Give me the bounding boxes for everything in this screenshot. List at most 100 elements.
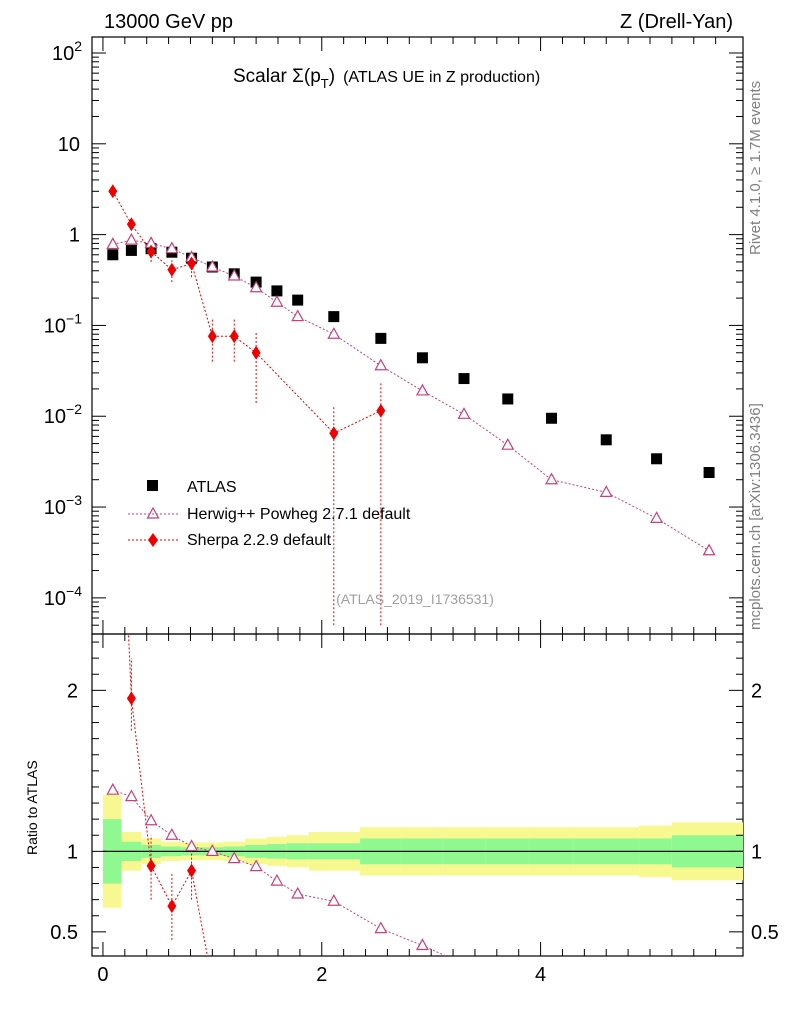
herwig-point [374,358,388,371]
title-main: Scalar [233,66,292,87]
legend-herwig-label: Herwig++ Powheg 2.7.1 default [187,506,411,523]
atlas-point [125,244,137,256]
ratio-y-tick-label-left: 1 [67,841,78,863]
ratio-herwig-point [227,851,241,864]
legend-sherpa-label: Sherpa 2.2.9 default [187,532,332,549]
y-tick-label: 10−4 [44,583,82,610]
atlas-point [546,412,558,424]
y-tick-label: 102 [52,38,82,65]
ratio-herwig-point [459,958,470,968]
ratio-herwig-point [415,938,429,951]
title-sigma: Σ(p [292,66,321,87]
sherpa-point [251,345,261,360]
ratio-axes: 0 2 4 0.5 0.5 1 1 2 2 [50,634,779,986]
herwig-point [415,383,429,396]
legend-atlas-label: ATLAS [187,479,237,496]
ratio-plot-frame [91,633,744,957]
atlas-point [328,311,340,323]
analysis-watermark: (ATLAS_2019_I1736531) [336,591,494,607]
ratio-sherpa-point [146,858,156,873]
x-tick-label: 0 [97,964,108,986]
herwig-point [205,259,219,272]
herwig-point [165,241,179,254]
sherpa-point [167,262,177,277]
herwig-point [702,543,716,556]
y-tick-label: 10−3 [44,492,82,519]
ratio-herwig-point [185,839,199,852]
ratio-herwig-point [291,886,305,899]
atlas-point [292,294,304,306]
x-tick-label: 4 [535,964,546,986]
ratio-herwig-point [270,873,284,886]
sherpa-point [108,184,118,199]
ratio-y-tick-label-right: 0.5 [751,922,779,944]
ratio-herwig-point [374,921,388,934]
x-tick-label: 2 [316,964,327,986]
herwig-point [457,407,471,419]
atlas-point [600,434,612,446]
y-tick-label: 10−1 [44,310,82,337]
y-tick-label: 1 [69,225,80,247]
ratio-y-tick-label-left: 0.5 [50,922,78,944]
ratio-herwig-point [327,894,341,906]
header-left: 13000 GeV pp [104,11,233,33]
ratio-herwig-point [124,789,138,802]
title-close: ) [329,66,335,87]
ratio-sherpa-point [187,863,197,878]
ratio-y-tick-label-right: 1 [751,841,762,863]
ratio-sherpa-point [126,691,136,706]
atlas-point [271,285,283,297]
ratio-herwig-point [106,782,120,795]
sherpa-point [146,244,156,259]
mcplots-label: mcplots.cern.ch [arXiv:1306.3436] [747,403,764,630]
atlas-point [703,467,715,479]
ratio-y-tick-label-left: 2 [67,680,78,702]
ratio-herwig-line [112,789,448,956]
y-tick-label: 10 [58,134,80,156]
sherpa-point [376,403,386,418]
chart-title: Scalar Σ(pT) (ATLAS UE in Z production) [233,66,540,91]
legend: ATLAS Herwig++ Powheg 2.7.1 default Sher… [128,479,411,549]
atlas-point [651,453,663,465]
atlas-point [458,373,470,385]
sherpa-point [329,426,339,441]
sherpa-point [229,329,239,344]
herwig-point [270,294,284,307]
ratio-y-tick-label-right: 2 [751,680,762,702]
atlas-point [416,352,428,364]
header-right: Z (Drell-Yan) [620,11,733,33]
ratio-sherpa-line [127,634,208,956]
legend-atlas-marker [147,480,158,491]
legend-sherpa-marker [148,533,158,547]
atlas-point [375,332,387,344]
herwig-point [650,511,664,523]
sherpa-point [207,329,217,344]
sherpa-point [187,256,197,271]
rivet-label: Rivet 4.1.0, ≥ 1.7M events [747,81,764,255]
herwig-point [249,280,263,293]
herwig-point [599,485,613,497]
legend-herwig-marker [146,506,160,519]
sherpa-line [112,191,382,434]
atlas-point [107,249,119,261]
herwig-point [106,237,120,250]
atlas-point [502,393,514,405]
herwig-point [227,268,241,281]
ratio-herwig-point [165,828,179,840]
herwig-line [112,239,710,552]
ratio-herwig-point [144,813,158,826]
main-axes: 102 10 1 10−1 10−2 10−3 10−4 [44,37,743,635]
ratio-sherpa-point [167,899,177,914]
ratio-herwig-point [205,844,219,856]
herwig-point [545,472,559,485]
series-layer [106,184,716,968]
ratio-ylabel: Ratio to ATLAS [24,760,40,855]
y-tick-label: 10−2 [44,401,82,428]
ratio-herwig-point [249,859,263,872]
herwig-point [124,232,138,245]
ratio-series [106,634,470,968]
title-rest: (ATLAS UE in Z production) [343,69,540,86]
herwig-point [291,309,305,322]
herwig-point [501,437,515,450]
